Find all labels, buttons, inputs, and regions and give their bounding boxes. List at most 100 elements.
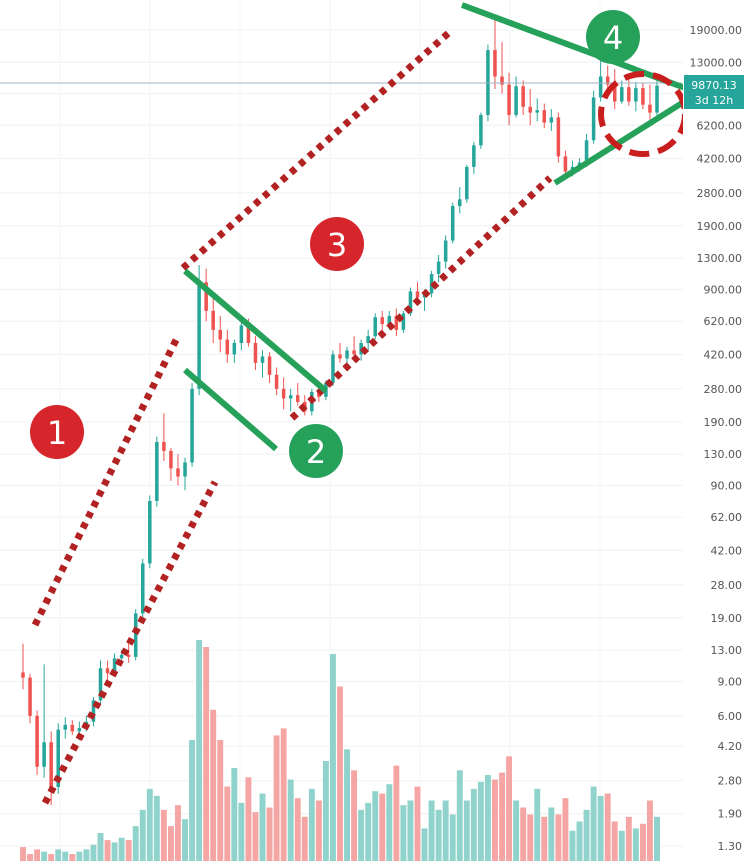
candle-body (387, 315, 392, 325)
volume-bar (160, 809, 167, 861)
y-tick-label: 6200.00 (697, 119, 743, 132)
candle-body (63, 724, 68, 730)
volume-bar (125, 840, 132, 861)
candle-body (366, 336, 370, 343)
candle-body (91, 700, 96, 722)
volume-bar (583, 809, 590, 861)
candle-body (77, 728, 82, 732)
volume-bar (344, 749, 351, 861)
volume-bar (62, 851, 69, 861)
flag-2-lower-line (183, 367, 278, 452)
volume-bar (400, 805, 407, 861)
y-tick-label: 420.00 (704, 348, 743, 361)
volume-bar (576, 821, 583, 861)
volume-bar (506, 756, 513, 861)
volume-bar (97, 833, 104, 861)
volume-bar (203, 646, 210, 861)
candle-body (394, 315, 399, 330)
candle-body (598, 76, 603, 98)
y-tick-label: 1.30 (718, 840, 743, 853)
candle-body (521, 86, 525, 107)
candle-body (112, 658, 117, 674)
volume-bar (632, 828, 639, 861)
candle-body (450, 206, 455, 241)
candle-body (140, 563, 145, 614)
candle-body (260, 356, 265, 363)
candle-body (457, 199, 462, 207)
candle-body (408, 291, 413, 314)
candle-body (239, 325, 244, 343)
candle-body (528, 106, 532, 113)
candle-body (338, 354, 342, 359)
candle-body (70, 724, 75, 732)
candle-body (133, 613, 138, 657)
volume-bar (337, 686, 343, 861)
candle-body (641, 88, 645, 105)
volume-bar (351, 770, 358, 861)
volume-bar (104, 840, 111, 861)
volume-bar (534, 788, 541, 861)
candle-body (359, 342, 363, 355)
candle-body (281, 388, 286, 399)
volume-bar (492, 779, 498, 861)
y-tick-label: 130.00 (704, 448, 743, 461)
y-tick-label: 190.00 (704, 416, 743, 429)
volume-bar (224, 786, 231, 861)
badge-3-label: 3 (327, 226, 347, 264)
volume-bar (435, 809, 442, 861)
y-tick-label: 42.00 (711, 544, 743, 557)
candle-body (190, 388, 194, 463)
volume-bar (55, 849, 62, 861)
volume-bar (639, 823, 646, 861)
candle-body (648, 104, 652, 113)
candle-body (563, 156, 568, 172)
candle-body (542, 110, 547, 123)
candle-body (373, 317, 377, 337)
badge-4: 4 (586, 10, 640, 64)
volume-bar (118, 837, 125, 861)
candle-body (35, 715, 39, 767)
candle-body (627, 87, 631, 102)
candle-body (584, 140, 589, 163)
y-tick-label: 28.00 (711, 579, 743, 592)
badge-1-label: 1 (47, 414, 67, 452)
volume-bar (294, 798, 301, 861)
y-tick-label: 1900.00 (697, 220, 743, 233)
y-tick-label: 4.20 (718, 740, 743, 753)
y-tick-label: 1.90 (718, 808, 743, 821)
volume-bar (153, 795, 160, 861)
volume-bar (569, 830, 576, 861)
current-price-tag: 9870.13 3d 12h (684, 75, 744, 109)
volume-bar (90, 844, 97, 861)
candle-body (591, 97, 596, 141)
candle-body (126, 654, 131, 657)
candle-body (204, 282, 208, 311)
volume-bar (379, 793, 386, 861)
badge-1-circle (30, 405, 84, 459)
channel-3-lower-line (289, 175, 553, 421)
y-tick-label: 900.00 (704, 284, 743, 297)
volume-bar (421, 828, 428, 861)
candle-body (655, 85, 659, 113)
candle-body (493, 50, 497, 77)
y-tick-label: 2800.00 (697, 187, 743, 200)
volume-bar (259, 793, 266, 861)
volume-bar (414, 786, 421, 861)
candle-body (295, 395, 300, 402)
badge-2-label: 2 (306, 433, 326, 471)
volume-bar (449, 814, 456, 861)
volume-bar (48, 854, 55, 861)
channel-1-upper-line (31, 334, 182, 627)
candle-body (176, 468, 180, 477)
candle-body (436, 261, 441, 274)
candle-body (612, 84, 617, 102)
volume-bar (238, 802, 245, 861)
candle-body (56, 729, 60, 788)
candle-body (253, 342, 258, 363)
candle-body (514, 86, 518, 115)
price-axis: 19000.0013000.009000.006200.004200.00280… (683, 0, 750, 863)
candle-body (148, 500, 152, 564)
volume-bar (245, 777, 252, 861)
badge-1: 1 (30, 405, 84, 459)
pattern-annotations (31, 2, 692, 805)
